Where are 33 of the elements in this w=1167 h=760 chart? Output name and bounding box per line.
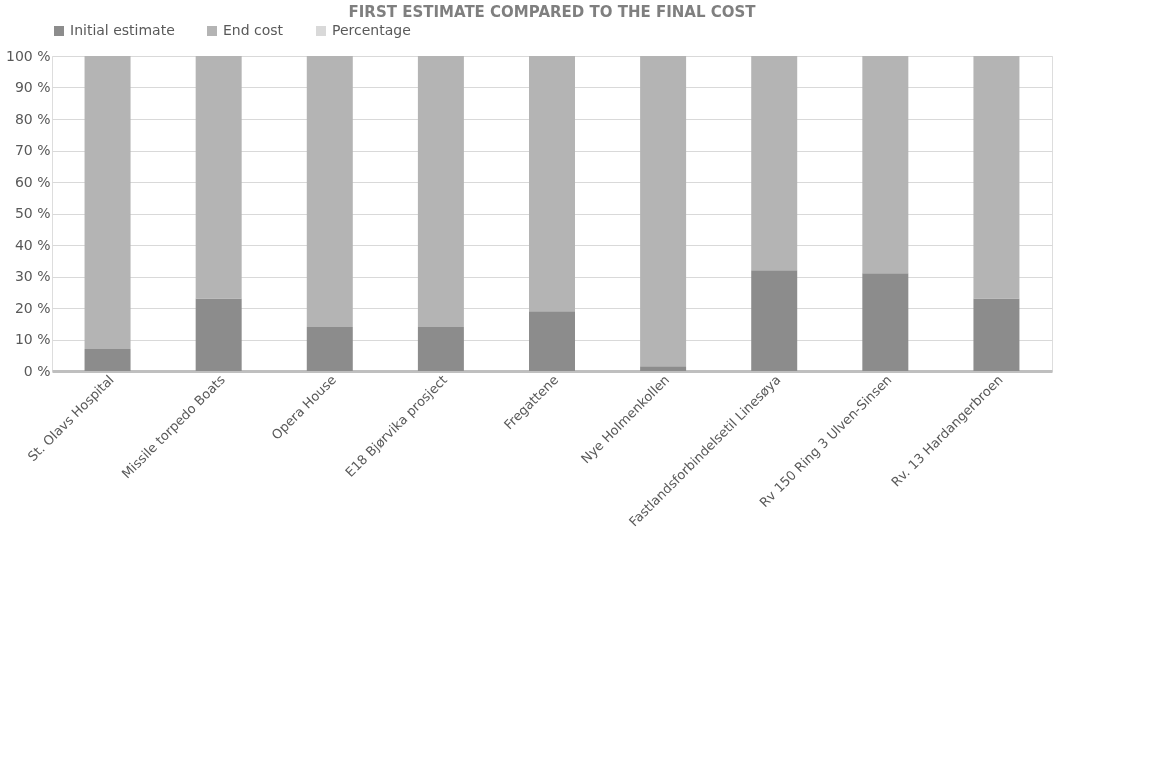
bar [195, 56, 242, 299]
bar [751, 56, 798, 271]
bar [417, 326, 464, 371]
y-tick-label: 20 % [14, 299, 51, 316]
y-tick-label: 50 % [14, 205, 51, 221]
bar [84, 348, 131, 371]
y-tick-label: 90 % [14, 79, 51, 95]
bar [529, 311, 575, 371]
bar [862, 273, 909, 371]
chart-title: FIRST ESTIMATE COMPARED TO THE FINAL COST [348, 3, 757, 21]
bar [529, 56, 575, 312]
y-tick-label: 10 % [14, 331, 51, 347]
bar [640, 366, 687, 371]
bar [195, 298, 242, 371]
bar [862, 56, 909, 274]
y-tick-label: 100 % [6, 47, 51, 64]
legend-label: End cost [223, 22, 284, 38]
legend-label: Percentage [332, 22, 411, 38]
bar [751, 270, 798, 371]
y-tick-label: 40 % [14, 236, 51, 253]
bar [417, 56, 464, 327]
legend-label: Initial estimate [70, 22, 175, 38]
y-tick-label: 0 % [23, 362, 51, 379]
bar [84, 56, 131, 349]
y-tick-label: 70 % [14, 142, 51, 158]
y-tick-label: 30 % [14, 268, 51, 284]
bar [973, 298, 1020, 371]
bar [306, 56, 353, 327]
bar [306, 326, 353, 371]
y-tick-label: 80 % [14, 110, 51, 127]
y-tick-label: 60 % [14, 173, 51, 190]
bar [640, 56, 687, 367]
bar [973, 56, 1020, 299]
